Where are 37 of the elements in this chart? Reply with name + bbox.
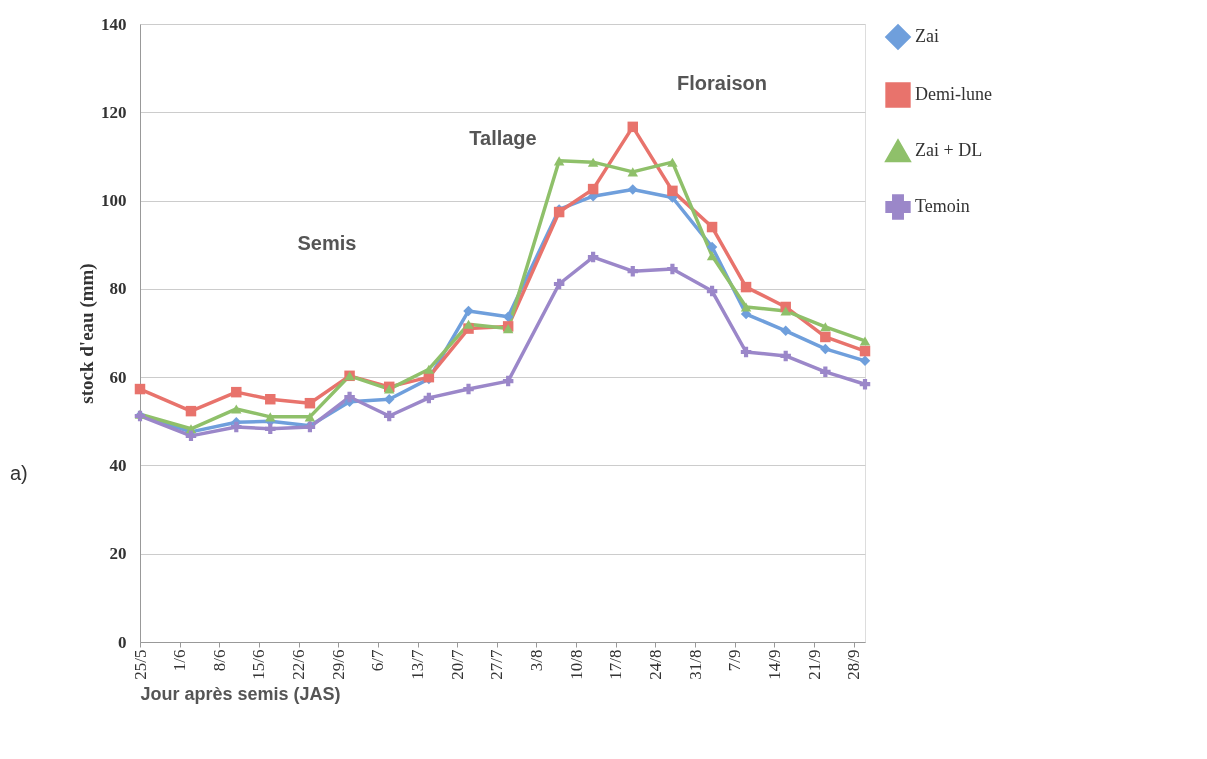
x-tick-label: 17/8 (606, 649, 626, 680)
x-tick-label: 20/7 (447, 649, 467, 680)
y-axis-title: stock d'eau (mm) (76, 263, 98, 404)
y-tick-label: 60 (109, 367, 127, 387)
x-tick-label: 21/9 (804, 649, 824, 680)
y-tick-label: 140 (101, 14, 127, 34)
x-tick-label: 3/8 (526, 649, 546, 672)
legend-label: Demi-lune (915, 84, 992, 104)
x-tick-label: 15/6 (249, 649, 269, 680)
x-tick-label: 6/7 (368, 649, 388, 672)
y-tick-label: 0 (118, 632, 127, 652)
x-tick-label: 14/9 (764, 649, 784, 680)
y-tick-label: 100 (101, 191, 127, 211)
x-tick-label: 7/9 (725, 649, 745, 672)
y-tick-label: 120 (101, 102, 127, 122)
x-axis-title: Jour après semis (JAS) (140, 683, 341, 704)
x-tick-label: 25/5 (130, 649, 150, 680)
x-tick-label: 28/9 (844, 649, 864, 680)
x-tick-label: 29/6 (328, 649, 348, 680)
x-tick-label: 10/8 (566, 649, 586, 680)
annotation: Semis (297, 232, 357, 254)
y-tick-label: 80 (109, 279, 127, 299)
y-tick-label: 20 (109, 544, 127, 564)
legend-label: Zai + DL (915, 140, 983, 160)
y-tick-label: 40 (109, 455, 127, 475)
legend-label: Zai (915, 26, 939, 46)
x-tick-label: 13/7 (408, 649, 428, 680)
text: a) (10, 462, 28, 484)
x-tick-label: 24/8 (645, 649, 665, 680)
x-tick-label: 8/6 (209, 649, 229, 672)
x-tick-label: 31/8 (685, 649, 705, 680)
x-tick-label: 1/6 (170, 649, 190, 672)
x-tick-label: 22/6 (289, 649, 309, 680)
x-tick-label: 27/7 (487, 649, 507, 680)
annotation: Floraison (676, 72, 768, 94)
legend-label: Temoin (915, 196, 970, 216)
annotation: Tallage (469, 127, 537, 149)
